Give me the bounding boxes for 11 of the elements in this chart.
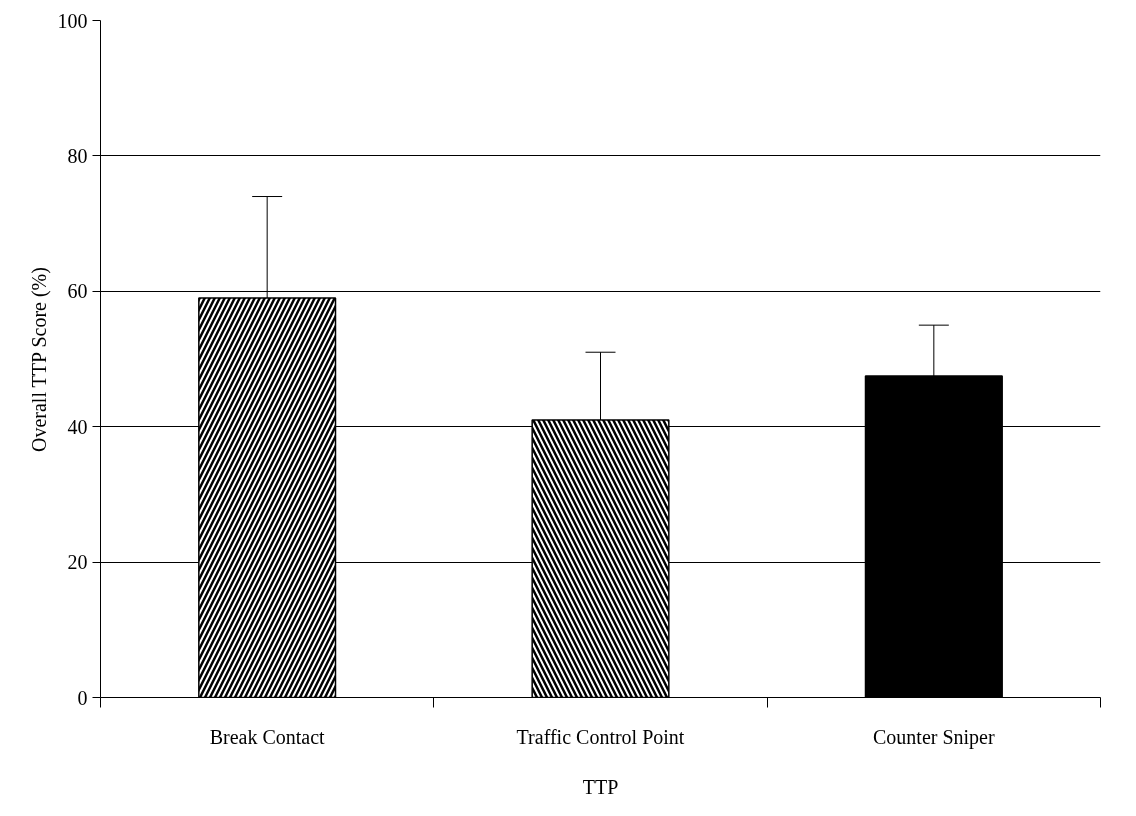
x-axis-title: TTP [582,775,619,798]
x-tick-label: Counter Sniper [873,725,995,749]
y-axis-title: Overall TTP Score (%) [27,267,51,453]
x-tick-label: Traffic Control Point [516,725,685,748]
x-tick-label: Break Contact [209,725,326,748]
y-tick-label: 60 [67,280,88,303]
y-tick-label: 0 [77,686,88,709]
y-tick-label: 80 [67,144,88,167]
y-tick-label: 20 [67,551,88,574]
y-tick-label: 40 [67,415,88,438]
y-tick-label: 100 [57,9,88,32]
